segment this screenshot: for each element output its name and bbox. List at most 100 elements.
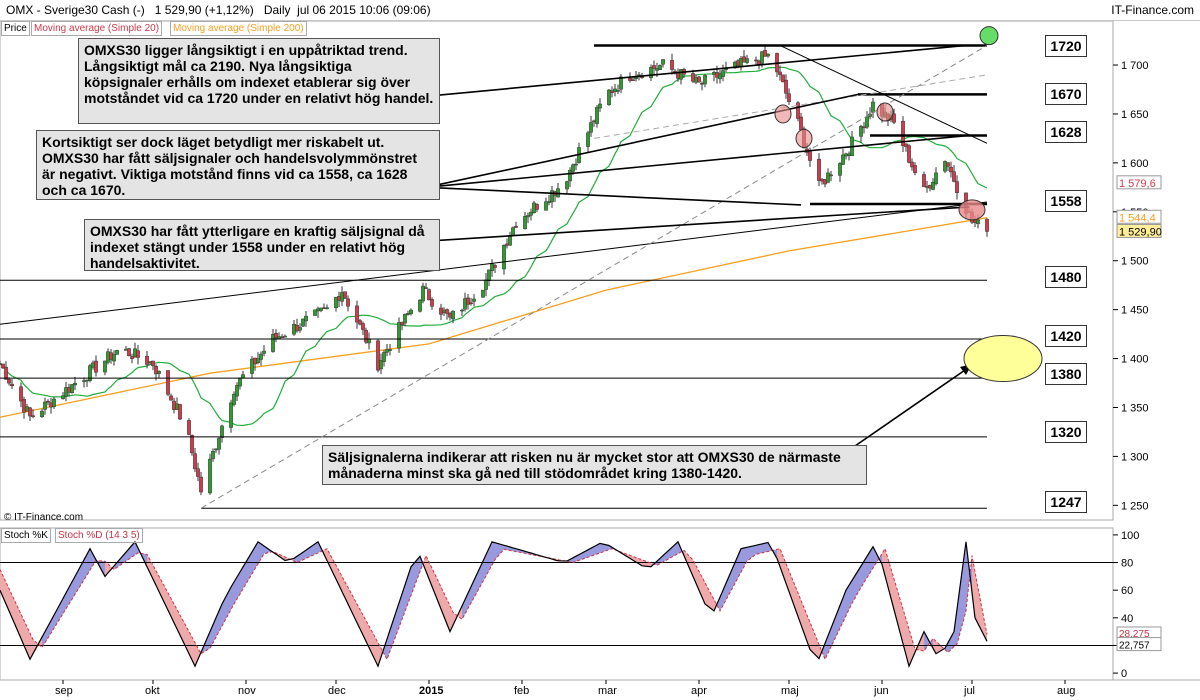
stoch-fill <box>30 633 33 660</box>
level-1380: 1380 <box>1045 363 1087 385</box>
stoch-k-line <box>0 540 988 669</box>
candle-body <box>43 401 47 410</box>
stoch-fill <box>411 556 420 596</box>
candle-body <box>127 348 131 357</box>
candle-body <box>169 395 173 401</box>
candle-body <box>385 349 389 353</box>
stoch-d-line <box>0 547 988 661</box>
candle-body <box>598 103 602 109</box>
candle-body <box>670 60 674 70</box>
candle-body <box>130 356 134 359</box>
quote: 1 529,90 (+1,12%) <box>154 3 254 17</box>
dashed-trendline <box>200 45 988 509</box>
candle-body <box>67 387 71 393</box>
stoch-fill <box>87 548 90 575</box>
candle-body <box>277 336 281 339</box>
candle-body <box>691 73 695 82</box>
legend-stoch-k: Stoch %K <box>1 528 51 543</box>
candle-body <box>82 380 86 382</box>
candle-body <box>85 379 89 382</box>
arrow-line-1558a <box>425 186 802 206</box>
candle-body <box>490 263 494 271</box>
stoch-fill <box>852 566 861 604</box>
falling-trendline <box>779 45 988 144</box>
legend-ma20: Moving average (Simple 20) <box>31 21 163 36</box>
stoch-fill <box>420 556 423 572</box>
candle-body <box>109 352 113 361</box>
candle-body <box>766 53 770 57</box>
candle-body <box>700 83 704 85</box>
stoch-fill <box>936 641 945 654</box>
candle-body <box>340 292 344 302</box>
stoch-y-tick-label: 100 <box>1121 530 1139 542</box>
candle-body <box>238 377 242 387</box>
stoch-fill <box>840 597 843 629</box>
candle-body <box>892 113 896 123</box>
candle-body <box>208 458 212 494</box>
x-tick-label: okt <box>145 685 160 697</box>
stoch-fill <box>219 604 222 632</box>
price-y-tick-label: 1 500 <box>1121 256 1149 268</box>
candle-body <box>862 126 866 129</box>
candle-body <box>721 70 725 77</box>
stoch-label-k-bg <box>1116 637 1162 652</box>
stoch-fill <box>672 544 675 558</box>
candle-body <box>787 93 791 102</box>
candle-body <box>460 309 464 312</box>
price-label-last-bg <box>1116 223 1162 238</box>
stoch-fill <box>807 615 810 650</box>
candle-body <box>634 77 638 79</box>
candle-body <box>631 79 635 81</box>
chart-title: OMX - Sverige30 Cash (-) <box>6 3 145 17</box>
level-1480: 1480 <box>1045 266 1087 288</box>
candle-body <box>799 116 803 131</box>
candle-body <box>61 395 65 400</box>
stoch-fill <box>177 609 180 636</box>
stoch-label-d: 28,275 <box>1119 629 1150 640</box>
level-1670: 1670 <box>1045 83 1087 105</box>
candle-body <box>133 348 137 358</box>
stoch-fill <box>447 599 450 632</box>
candle-body <box>259 353 263 360</box>
stoch-fill <box>84 554 87 580</box>
candle-body <box>820 179 824 182</box>
candle-body <box>175 403 179 410</box>
price-y-tick-label: 1 250 <box>1121 500 1149 512</box>
arrow-line-risk <box>854 367 969 447</box>
candle-body <box>712 72 716 75</box>
candle-body <box>235 385 239 397</box>
candle-body <box>616 90 620 92</box>
candle-body <box>178 404 182 420</box>
candle-body <box>73 382 77 386</box>
stoch-fill <box>303 550 306 560</box>
candle-body <box>760 51 764 64</box>
stoch-fill <box>243 551 252 589</box>
candle-body <box>529 211 533 216</box>
stoch-fill <box>675 541 678 556</box>
candle-body <box>613 88 617 92</box>
candle-body <box>502 244 506 270</box>
candle-body <box>736 60 740 67</box>
candle-body <box>382 352 386 362</box>
candle-body <box>106 351 110 363</box>
candle-body <box>742 56 746 63</box>
stoch-fill <box>12 594 21 639</box>
stoch-fill <box>831 605 840 647</box>
candle-body <box>172 400 176 410</box>
long-trendline <box>0 201 988 325</box>
stoch-fill <box>180 615 189 654</box>
stoch-fill <box>642 559 651 567</box>
stoch-y-tick-label: 60 <box>1121 585 1133 597</box>
candle-body <box>568 169 572 182</box>
stoch-fill <box>252 546 255 574</box>
candle-body <box>376 340 380 371</box>
stoch-fill <box>912 639 915 660</box>
stoch-fill <box>810 622 819 659</box>
price-y-tick-label: 1 600 <box>1121 158 1149 170</box>
stoch-fill <box>237 571 240 599</box>
candle-body <box>655 68 659 71</box>
candle-body <box>199 476 203 493</box>
candle-body <box>292 323 296 335</box>
candle-body <box>910 161 914 168</box>
level-1628: 1628 <box>1045 121 1087 143</box>
